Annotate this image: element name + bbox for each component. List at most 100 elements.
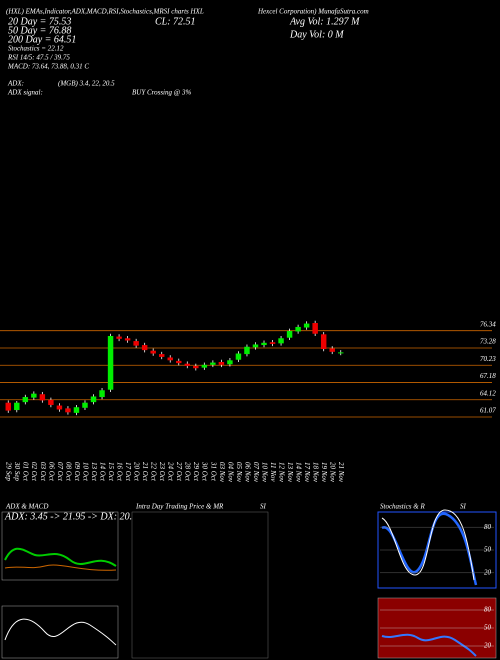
x-tick-label: 01 Oct	[22, 462, 30, 482]
stat: 200 Day = 64.51	[8, 34, 76, 45]
x-tick-label: 31 Oct	[209, 461, 217, 482]
x-tick-label: 02 Oct	[30, 462, 38, 482]
x-tick-label: 20 Nov	[329, 462, 337, 483]
y-tick-label: 61.07	[480, 407, 496, 415]
candle-body	[201, 364, 208, 368]
adx-line	[4, 547, 117, 567]
avg-vol: Avg Vol: 1.297 M	[289, 16, 360, 27]
adx-signal: BUY Crossing @ 3%	[132, 89, 191, 97]
tick-label: 50	[484, 546, 492, 554]
candle-body	[31, 393, 37, 398]
candle-body	[73, 407, 80, 413]
x-tick-label: 03 Nov	[218, 462, 226, 483]
x-tick-label: 24 Oct	[167, 462, 175, 482]
panel-title: Intra Day Trading Price & MR	[135, 503, 224, 511]
x-tick-label: 10 Nov	[260, 462, 268, 483]
candle-body	[150, 350, 156, 354]
panel-title: Stochastics & R	[380, 503, 425, 511]
close: CL: 72.51	[155, 16, 196, 27]
x-tick-label: 27 Oct	[175, 462, 183, 482]
x-tick-label: 07 Nov	[252, 462, 260, 483]
candle-body	[158, 354, 165, 357]
x-tick-label: 28 Oct	[184, 462, 192, 482]
candle-body	[193, 365, 199, 369]
tick-label: 80	[484, 606, 492, 614]
x-tick-label: 20 Oct	[133, 462, 141, 482]
candle-body	[286, 330, 293, 338]
day-vol: Day Vol: 0 M	[289, 29, 344, 40]
x-tick-label: 30 Oct	[201, 461, 209, 482]
candle-body	[329, 348, 335, 352]
y-tick-label: 73.28	[480, 338, 496, 346]
stat: Stochastics = 22.12	[8, 45, 64, 53]
candle-body	[184, 363, 191, 366]
adx-panel	[1, 511, 119, 581]
candle-body	[320, 334, 327, 349]
x-tick-label: 05 Nov	[235, 462, 243, 483]
stat: 20 Day = 75.53	[8, 16, 71, 27]
panel-title: ADX & MACD	[5, 503, 48, 511]
y-tick-label: 76.34	[480, 320, 496, 328]
candle-body	[167, 357, 173, 361]
intraday-panel	[131, 511, 269, 659]
candle-body	[99, 390, 105, 398]
candle-body	[65, 408, 71, 413]
candle-body	[227, 360, 233, 365]
adx-text: ADX: 3.45 -> 21.95 -> DX: 20.49	[4, 511, 142, 522]
adx-label: ADX:	[7, 80, 24, 88]
candle-body	[210, 362, 216, 365]
stat: RSI 14/5: 47.5 / 39.75	[7, 54, 70, 62]
candle-body	[261, 342, 267, 346]
candle-body	[235, 353, 242, 360]
candle-body	[90, 396, 97, 403]
tick-label: 20	[484, 642, 492, 650]
x-tick-label: 22 Oct	[150, 462, 158, 482]
x-tick-label: 29 Oct	[192, 462, 200, 482]
candle-body	[5, 402, 11, 411]
candle-body	[39, 394, 46, 401]
x-tick-label: 04 Nov	[226, 462, 234, 483]
indicators-line: (HXL) EMAs,Indicator,ADX,MACD,RSI,Stocha…	[6, 8, 204, 16]
dx-line	[4, 564, 117, 571]
tick-label: 50	[484, 624, 492, 632]
candle-body	[244, 346, 250, 355]
x-tick-label: 18 Nov	[312, 462, 320, 483]
candle-body	[252, 344, 259, 348]
x-tick-label: 07 Oct	[56, 462, 64, 482]
candle-body	[56, 405, 63, 410]
candle-body	[82, 402, 88, 408]
candle-body	[48, 399, 54, 405]
x-tick-label: 10 Oct	[81, 462, 89, 482]
panel-title: SI	[260, 503, 267, 511]
x-tick-label: 19 Nov	[320, 462, 328, 483]
y-tick-label: 67.18	[480, 372, 496, 380]
x-tick-label: 23 Oct	[158, 462, 166, 482]
x-tick-label: 06 Oct	[47, 462, 55, 482]
x-tick-label: 17 Oct	[124, 462, 132, 482]
x-tick-label: 12 Nov	[277, 462, 285, 483]
y-tick-label: 70.23	[480, 355, 496, 363]
x-tick-label: 03 Oct	[39, 462, 47, 482]
candle-body	[312, 323, 318, 334]
x-tick-label: 21 Nov	[337, 462, 345, 483]
rsi-line	[381, 633, 477, 657]
x-tick-label: 06 Nov	[243, 462, 251, 483]
x-tick-label: 30 Sep	[13, 461, 21, 481]
stoch-signal	[381, 509, 475, 581]
candle-body	[133, 341, 139, 346]
x-tick-label: 14 Oct	[98, 462, 106, 482]
candle-body	[141, 345, 148, 351]
candle-body	[14, 402, 20, 411]
x-tick-label: 29 Sep	[5, 462, 13, 481]
x-tick-label: 13 Oct	[90, 462, 98, 482]
candle-body	[269, 342, 276, 344]
candle-body	[176, 360, 182, 364]
x-tick-label: 13 Nov	[286, 462, 294, 483]
y-tick-label: 64.12	[480, 389, 496, 397]
adx-value: (MGB) 3.4, 22, 20.5	[58, 80, 115, 88]
x-tick-label: 14 Nov	[295, 462, 303, 483]
candle-body	[295, 326, 301, 332]
candle-body	[218, 362, 225, 365]
x-tick-label: 11 Nov	[269, 462, 277, 482]
